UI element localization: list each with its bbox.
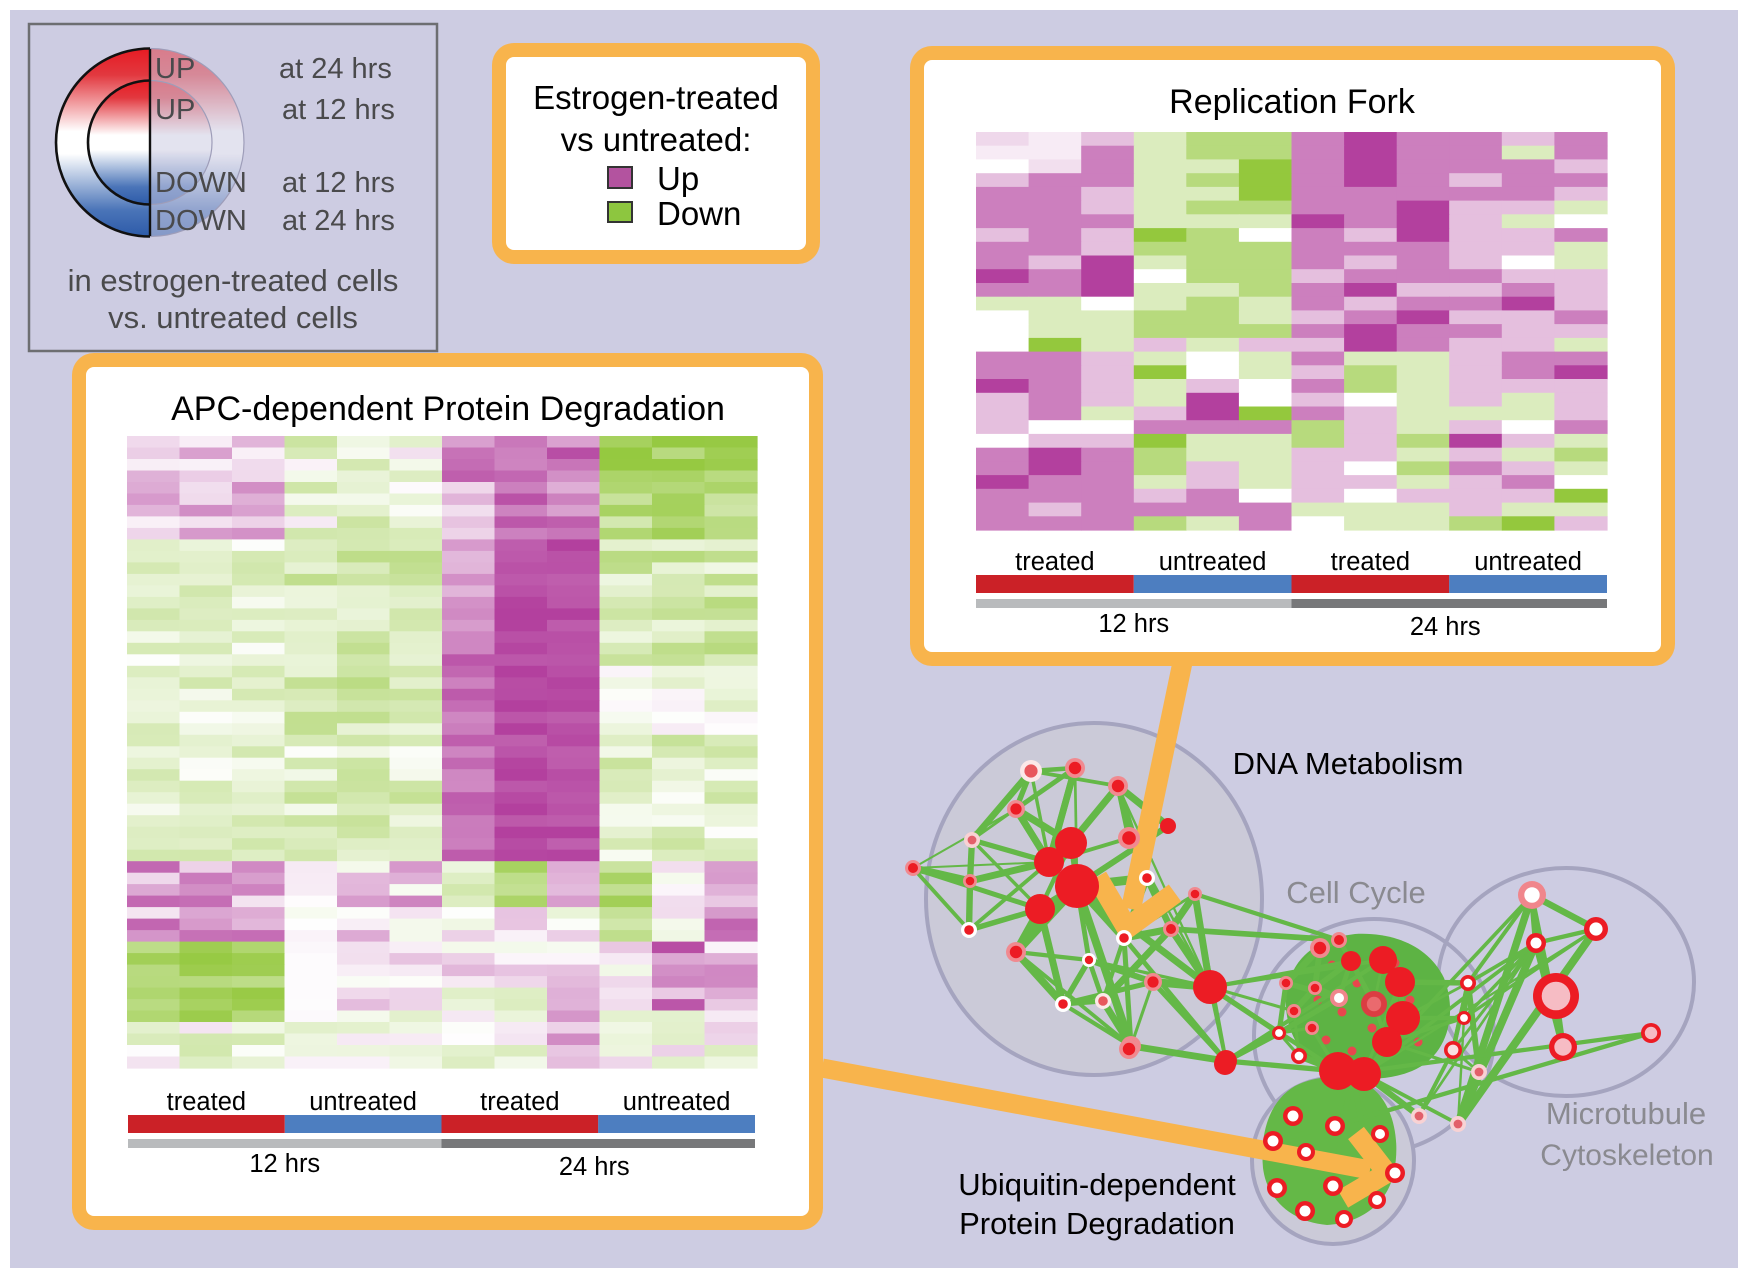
svg-text:untreated: untreated [1159, 548, 1267, 576]
svg-text:in estrogen-treated cells: in estrogen-treated cells [68, 263, 399, 298]
svg-text:untreated: untreated [309, 1088, 417, 1116]
svg-text:vs untreated:: vs untreated: [561, 121, 752, 158]
svg-text:12 hrs: 12 hrs [249, 1150, 320, 1178]
svg-text:24 hrs: 24 hrs [559, 1153, 630, 1181]
svg-text:vs. untreated cells: vs. untreated cells [108, 300, 358, 335]
svg-text:Up: Up [657, 160, 699, 197]
svg-text:DOWN: DOWN [155, 205, 247, 237]
svg-text:UP: UP [155, 53, 195, 85]
svg-text:Replication Fork: Replication Fork [1169, 83, 1416, 121]
svg-text:Estrogen-treated: Estrogen-treated [533, 79, 779, 116]
svg-text:24 hrs: 24 hrs [1410, 613, 1481, 641]
svg-text:untreated: untreated [1474, 548, 1582, 576]
svg-text:Cell Cycle: Cell Cycle [1286, 875, 1426, 910]
svg-text:12 hrs: 12 hrs [1098, 610, 1169, 638]
svg-text:at 12 hrs: at 12 hrs [282, 167, 395, 199]
svg-text:Microtubule: Microtubule [1546, 1096, 1706, 1131]
svg-text:Down: Down [657, 195, 741, 232]
svg-text:DNA Metabolism: DNA Metabolism [1233, 746, 1464, 781]
svg-text:treated: treated [1015, 548, 1094, 576]
svg-text:at 24 hrs: at 24 hrs [279, 53, 392, 85]
svg-text:treated: treated [1331, 548, 1410, 576]
svg-text:treated: treated [480, 1088, 559, 1116]
svg-text:UP: UP [155, 94, 195, 126]
svg-text:Ubiquitin-dependent: Ubiquitin-dependent [958, 1167, 1236, 1202]
svg-text:Cytoskeleton: Cytoskeleton [1540, 1139, 1713, 1172]
svg-text:DOWN: DOWN [155, 167, 247, 199]
svg-text:untreated: untreated [623, 1088, 731, 1116]
svg-text:at 12 hrs: at 12 hrs [282, 94, 395, 126]
svg-text:Protein Degradation: Protein Degradation [959, 1206, 1235, 1241]
svg-text:at 24 hrs: at 24 hrs [282, 205, 395, 237]
svg-text:treated: treated [167, 1088, 246, 1116]
svg-text:APC-dependent Protein Degradat: APC-dependent Protein Degradation [171, 390, 725, 428]
